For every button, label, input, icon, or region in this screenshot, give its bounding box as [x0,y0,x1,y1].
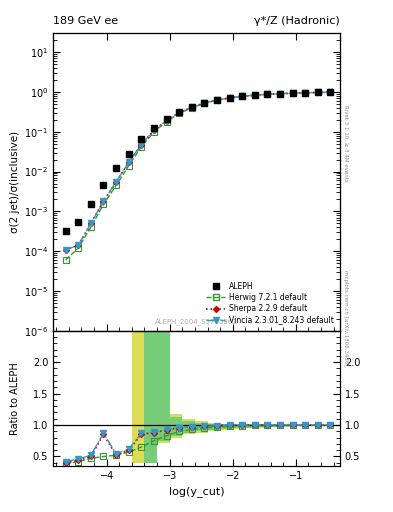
Bar [233,424,245,429]
Y-axis label: Ratio to ALEPH: Ratio to ALEPH [10,362,20,435]
X-axis label: log(y_cut): log(y_cut) [169,486,224,497]
Bar [271,424,283,427]
Bar [157,331,170,441]
Text: 189 GeV ee: 189 GeV ee [53,16,118,26]
Bar [296,425,309,426]
Bar [245,424,258,428]
Bar [220,424,233,429]
Bar [233,424,245,428]
Bar [220,424,233,430]
Bar [157,331,170,443]
Bar [258,424,271,427]
Bar [195,423,208,431]
Text: Rivet 3.1.10, ≥ 3.4M events: Rivet 3.1.10, ≥ 3.4M events [343,105,348,182]
Text: mcplots.cern.ch [arXiv:1306.3436]: mcplots.cern.ch [arXiv:1306.3436] [343,270,348,365]
Legend: ALEPH, Herwig 7.2.1 default, Sherpa 2.2.9 default, Vincia 2.3.01_8.243 default: ALEPH, Herwig 7.2.1 default, Sherpa 2.2.… [204,280,336,327]
Bar [132,331,145,463]
Bar [182,421,195,433]
Bar [271,425,283,426]
Bar [309,425,321,426]
Bar [258,424,271,428]
Bar [283,424,296,426]
Bar [195,421,208,433]
Bar [145,331,157,463]
Bar [296,424,309,426]
Y-axis label: σ(2 jet)/σ(inclusive): σ(2 jet)/σ(inclusive) [10,131,20,233]
Bar [170,414,182,438]
Bar [170,417,182,436]
Bar [182,419,195,435]
Bar [283,425,296,426]
Bar [208,422,220,431]
Bar [208,424,220,430]
Text: ALEPH_2004_S5765862: ALEPH_2004_S5765862 [155,318,238,325]
Bar [145,331,157,463]
Bar [245,424,258,428]
Text: γ*/Z (Hadronic): γ*/Z (Hadronic) [254,16,340,26]
